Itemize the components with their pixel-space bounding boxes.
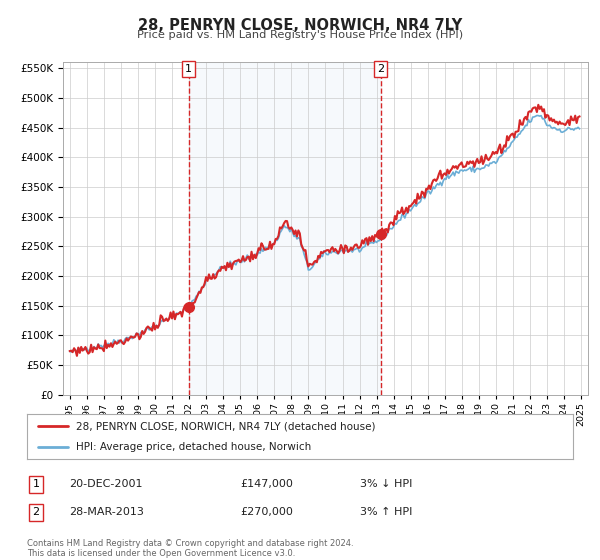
- Text: 3% ↑ HPI: 3% ↑ HPI: [360, 507, 412, 517]
- Text: 2: 2: [377, 64, 384, 74]
- Text: HPI: Average price, detached house, Norwich: HPI: Average price, detached house, Norw…: [76, 442, 311, 452]
- Text: 20-DEC-2001: 20-DEC-2001: [69, 479, 143, 489]
- Text: 28-MAR-2013: 28-MAR-2013: [69, 507, 144, 517]
- Text: £147,000: £147,000: [240, 479, 293, 489]
- Text: 1: 1: [185, 64, 192, 74]
- Text: 1: 1: [32, 479, 40, 489]
- Text: Price paid vs. HM Land Registry's House Price Index (HPI): Price paid vs. HM Land Registry's House …: [137, 30, 463, 40]
- Text: This data is licensed under the Open Government Licence v3.0.: This data is licensed under the Open Gov…: [27, 549, 295, 558]
- Text: £270,000: £270,000: [240, 507, 293, 517]
- Text: 2: 2: [32, 507, 40, 517]
- Bar: [188, 62, 380, 395]
- Text: 28, PENRYN CLOSE, NORWICH, NR4 7LY (detached house): 28, PENRYN CLOSE, NORWICH, NR4 7LY (deta…: [76, 422, 376, 432]
- Text: 3% ↓ HPI: 3% ↓ HPI: [360, 479, 412, 489]
- Text: 28, PENRYN CLOSE, NORWICH, NR4 7LY: 28, PENRYN CLOSE, NORWICH, NR4 7LY: [138, 18, 462, 33]
- Text: Contains HM Land Registry data © Crown copyright and database right 2024.: Contains HM Land Registry data © Crown c…: [27, 539, 353, 548]
